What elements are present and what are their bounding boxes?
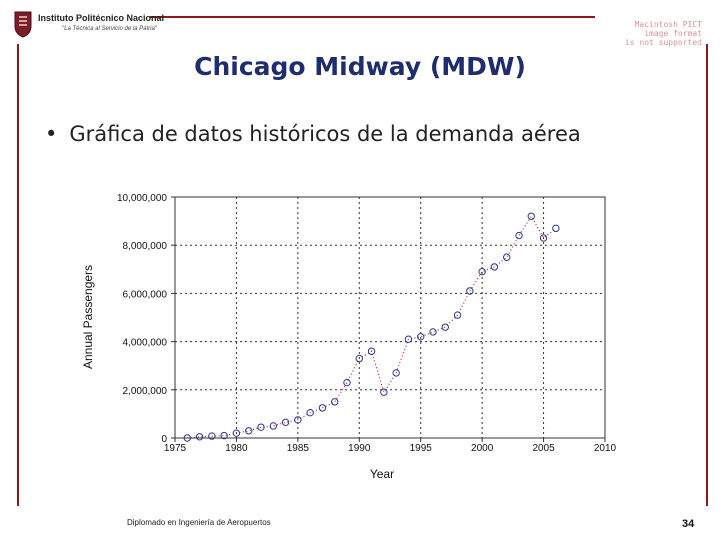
x-tick-label: 2010 (594, 443, 617, 454)
bullet-dot-icon: • (45, 122, 58, 146)
data-point (453, 311, 462, 319)
data-point (355, 354, 363, 363)
data-point (281, 418, 290, 427)
data-point (183, 434, 191, 442)
data-point (331, 398, 339, 406)
x-tick-label: 1985 (287, 443, 310, 454)
data-point (294, 416, 302, 424)
unsupported-image-placeholder: Macintosh PICT image format is not suppo… (606, 20, 702, 47)
y-tick-label: 0 (161, 434, 167, 445)
data-point (429, 328, 437, 336)
data-point (306, 408, 314, 417)
x-tick-label: 1975 (164, 443, 187, 454)
x-tick-label: 1995 (410, 443, 433, 454)
plot-area (174, 196, 606, 439)
trend-line (187, 215, 557, 439)
data-point (515, 231, 523, 240)
x-tick-label: 1980 (225, 443, 248, 454)
data-point (343, 378, 351, 387)
institution-logo: Instituto Politécnico Nacional "La Técni… (12, 10, 164, 38)
data-point (478, 268, 486, 276)
data-point (380, 388, 388, 396)
placeholder-line-2: image format (644, 29, 702, 38)
y-tick-label: 8,000,000 (123, 241, 168, 252)
data-point (232, 429, 241, 437)
data-point (208, 432, 216, 440)
slide-title: Chicago Midway (MDW) (194, 52, 526, 81)
x-tick-label: 2000 (471, 443, 494, 454)
frame-left-rule (17, 44, 19, 506)
seal-icon (14, 11, 32, 38)
y-tick-label: 4,000,000 (123, 338, 168, 349)
data-point (539, 234, 548, 242)
placeholder-line-3: is not supported (624, 38, 702, 47)
data-point (367, 347, 376, 355)
y-tick-label: 10,000,000 (117, 193, 167, 204)
footer-course: Diplomado en Ingeniería de Aeropuertos (127, 518, 271, 527)
data-point (417, 333, 425, 341)
y-axis-label: Annual Passengers (81, 265, 95, 369)
data-point (441, 323, 449, 331)
data-point (466, 287, 474, 295)
data-point (490, 263, 499, 271)
institution-name: Instituto Politécnico Nacional (38, 13, 165, 23)
x-axis-label: Year (370, 467, 394, 481)
placeholder-line-1: Macintosh PICT (634, 20, 702, 29)
data-point (257, 423, 265, 431)
y-tick-label: 6,000,000 (123, 289, 168, 300)
x-tick-label: 2005 (532, 443, 555, 454)
data-point (527, 212, 535, 220)
data-point (195, 433, 204, 441)
data-point (269, 422, 277, 430)
data-point (552, 224, 560, 233)
data-point (318, 404, 327, 412)
page-number: 34 (682, 518, 695, 530)
data-point (220, 431, 228, 440)
data-point (392, 369, 400, 377)
data-point (404, 335, 413, 343)
bullet-item: • Gráfica de datos históricos de la deman… (45, 122, 581, 146)
data-point (245, 427, 253, 435)
frame-top-rule (150, 16, 595, 18)
frame-right-rule (706, 44, 708, 506)
x-tick-label: 1990 (348, 443, 371, 454)
institution-motto: "La Técnica al Servicio de la Patria" (62, 26, 157, 32)
data-point (503, 253, 511, 261)
y-tick-label: 2,000,000 (123, 386, 168, 397)
bullet-text: Gráfica de datos históricos de la demand… (69, 122, 581, 146)
